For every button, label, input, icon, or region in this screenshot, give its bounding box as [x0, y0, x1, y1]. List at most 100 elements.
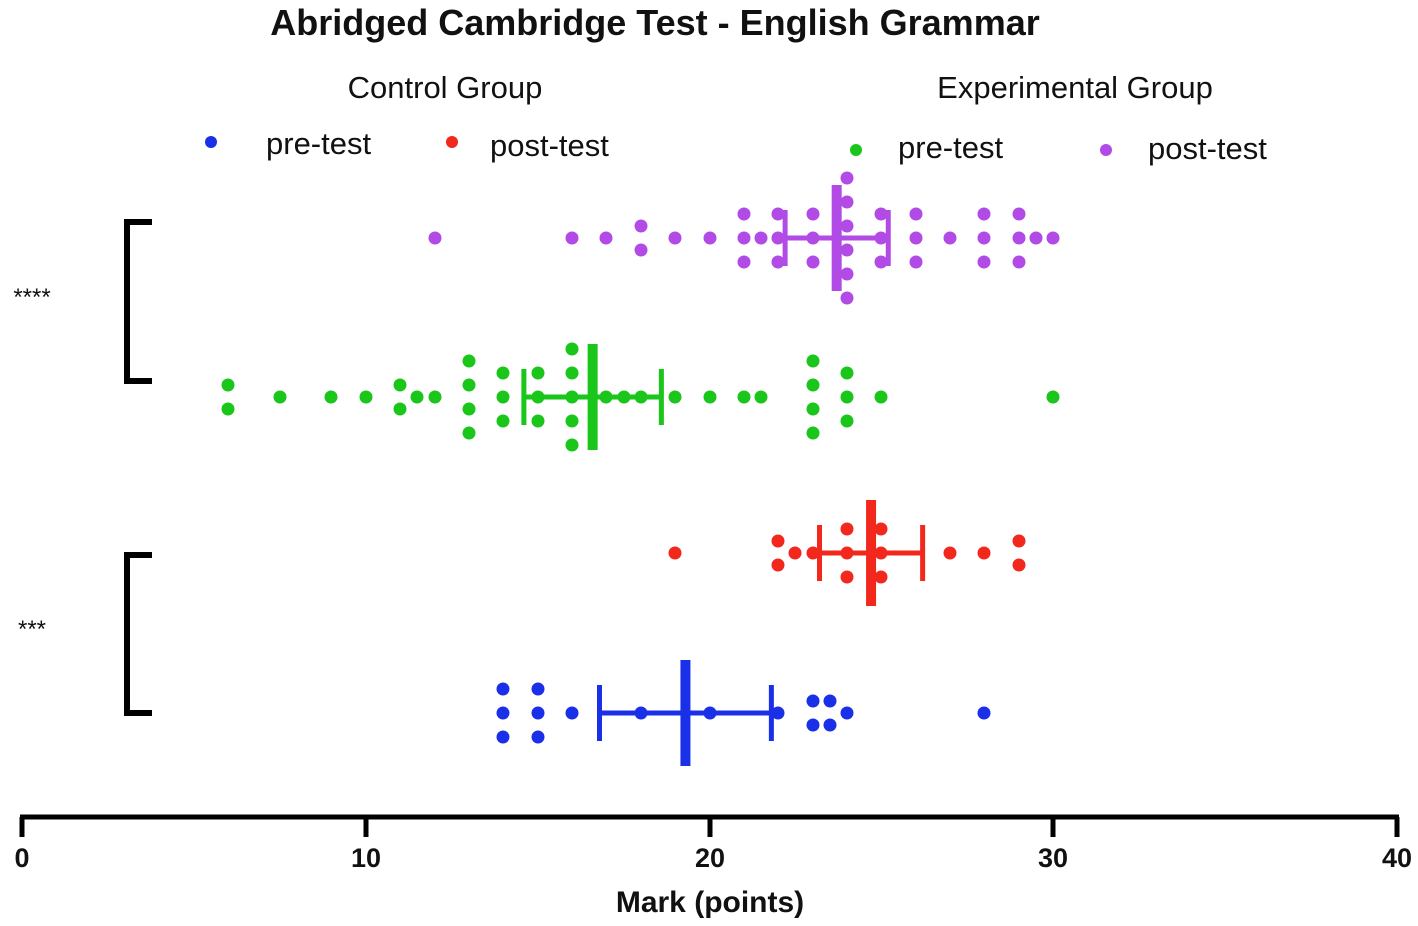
data-point-control-pre	[531, 682, 545, 696]
data-point-experimental-post	[806, 255, 820, 269]
data-point-experimental-pre	[565, 366, 579, 380]
data-point-experimental-post	[565, 231, 579, 245]
series-control-post	[668, 522, 1026, 584]
data-point-experimental-post	[1029, 231, 1043, 245]
data-point-experimental-pre	[806, 378, 820, 392]
summary-control-post	[817, 500, 926, 606]
data-point-experimental-post	[754, 231, 768, 245]
data-point-experimental-pre	[806, 354, 820, 368]
summary-experimental-post	[782, 185, 891, 291]
x-tick-label: 10	[351, 843, 381, 873]
chart-title: Abridged Cambridge Test - English Gramma…	[270, 2, 1039, 43]
data-point-experimental-pre	[565, 414, 579, 428]
data-point-experimental-pre	[273, 390, 287, 404]
data-point-experimental-post	[909, 207, 923, 221]
data-point-experimental-post	[1046, 231, 1060, 245]
data-point-experimental-post	[977, 255, 991, 269]
data-point-control-pre	[977, 706, 991, 720]
significance-label-experimental: ****	[13, 284, 50, 311]
data-point-control-post	[1012, 558, 1026, 572]
legend-marker-control-post	[446, 136, 458, 148]
data-point-experimental-post	[840, 291, 854, 305]
data-point-experimental-post	[840, 243, 854, 257]
data-point-control-pre	[806, 694, 820, 708]
data-point-experimental-pre	[737, 390, 751, 404]
data-point-experimental-post	[634, 219, 648, 233]
data-point-experimental-pre	[393, 378, 407, 392]
data-point-control-post	[840, 570, 854, 584]
data-point-experimental-post	[737, 231, 751, 245]
data-point-experimental-pre	[668, 390, 682, 404]
data-point-experimental-pre	[1046, 390, 1060, 404]
data-point-experimental-post	[840, 171, 854, 185]
data-point-experimental-pre	[359, 390, 373, 404]
data-point-control-post	[1012, 534, 1026, 548]
data-point-experimental-post	[806, 207, 820, 221]
legend-marker-experimental-pre	[850, 144, 862, 156]
summary-experimental-pre	[521, 344, 664, 450]
significance-label-control: ***	[18, 616, 46, 643]
data-point-experimental-post	[634, 243, 648, 257]
data-point-experimental-post	[977, 207, 991, 221]
data-point-experimental-pre	[840, 390, 854, 404]
mean-error-bars	[521, 185, 926, 766]
data-point-control-pre	[806, 718, 820, 732]
data-point-experimental-pre	[806, 426, 820, 440]
data-point-experimental-pre	[221, 402, 235, 416]
legend: pre-test post-test pre-test post-test	[205, 126, 1267, 166]
data-point-experimental-pre	[428, 390, 442, 404]
x-tick-label: 20	[695, 843, 725, 873]
data-point-experimental-pre	[531, 414, 545, 428]
x-tick-label: 40	[1382, 843, 1412, 873]
data-point-control-post	[874, 570, 888, 584]
data-point-experimental-post	[668, 231, 682, 245]
data-point-control-pre	[531, 730, 545, 744]
data-point-experimental-post	[771, 231, 785, 245]
data-point-control-post	[806, 546, 820, 560]
data-point-experimental-post	[737, 207, 751, 221]
data-point-experimental-pre	[565, 438, 579, 452]
data-point-experimental-pre	[462, 354, 476, 368]
data-point-experimental-pre	[462, 402, 476, 416]
data-point-experimental-post	[771, 255, 785, 269]
x-axis: 0 10 20 30 40 Mark (points)	[14, 814, 1412, 919]
data-point-experimental-pre	[565, 342, 579, 356]
data-point-experimental-post	[977, 231, 991, 245]
data-point-control-pre	[771, 706, 785, 720]
data-point-experimental-post	[840, 267, 854, 281]
data-point-control-post	[943, 546, 957, 560]
data-point-experimental-post	[703, 231, 717, 245]
data-point-control-pre	[823, 718, 837, 732]
legend-group-control: Control Group	[348, 70, 543, 105]
data-point-experimental-post	[599, 231, 613, 245]
data-point-control-pre	[840, 706, 854, 720]
legend-label-control-pre: pre-test	[266, 126, 371, 161]
data-point-experimental-post	[874, 255, 888, 269]
data-point-control-post	[788, 546, 802, 560]
data-point-control-pre	[823, 694, 837, 708]
significance-brackets: **** ***	[13, 219, 152, 716]
data-point-experimental-pre	[496, 390, 510, 404]
data-point-experimental-pre	[840, 414, 854, 428]
summary-control-pre	[597, 660, 774, 766]
data-point-experimental-pre	[754, 390, 768, 404]
data-point-experimental-post	[909, 231, 923, 245]
data-point-experimental-post	[943, 231, 957, 245]
data-point-experimental-pre	[496, 414, 510, 428]
data-point-control-post	[771, 534, 785, 548]
data-point-experimental-pre	[840, 366, 854, 380]
data-point-experimental-post	[737, 255, 751, 269]
legend-group-experimental: Experimental Group	[937, 70, 1213, 105]
data-point-experimental-pre	[462, 426, 476, 440]
significance-bracket-control	[124, 552, 152, 716]
data-point-experimental-pre	[393, 402, 407, 416]
legend-label-experimental-post: post-test	[1148, 131, 1267, 166]
data-point-experimental-post	[1012, 207, 1026, 221]
data-point-experimental-pre	[703, 390, 717, 404]
data-point-control-pre	[496, 730, 510, 744]
x-tick-label: 0	[14, 843, 29, 873]
data-point-control-pre	[565, 706, 579, 720]
series-experimental-post	[428, 171, 1060, 305]
data-point-experimental-pre	[410, 390, 424, 404]
